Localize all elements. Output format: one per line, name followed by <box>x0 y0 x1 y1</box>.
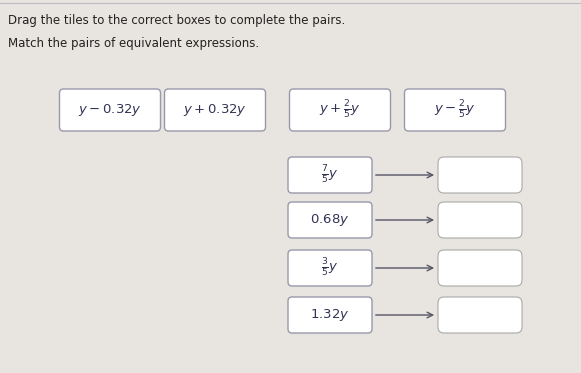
Text: $\frac{3}{5}y$: $\frac{3}{5}y$ <box>321 257 339 279</box>
Text: Match the pairs of equivalent expressions.: Match the pairs of equivalent expression… <box>8 37 259 50</box>
FancyBboxPatch shape <box>438 202 522 238</box>
FancyBboxPatch shape <box>288 297 372 333</box>
Text: $1.32y$: $1.32y$ <box>310 307 350 323</box>
FancyBboxPatch shape <box>288 250 372 286</box>
FancyBboxPatch shape <box>164 89 266 131</box>
Text: $y - 0.32y$: $y - 0.32y$ <box>78 102 142 118</box>
FancyBboxPatch shape <box>438 250 522 286</box>
Text: $\frac{7}{5}y$: $\frac{7}{5}y$ <box>321 164 339 186</box>
Text: $y + 0.32y$: $y + 0.32y$ <box>183 102 247 118</box>
FancyBboxPatch shape <box>288 202 372 238</box>
Text: $y - \frac{2}{5}y$: $y - \frac{2}{5}y$ <box>434 99 476 121</box>
FancyBboxPatch shape <box>288 157 372 193</box>
FancyBboxPatch shape <box>404 89 505 131</box>
Text: $y + \frac{2}{5}y$: $y + \frac{2}{5}y$ <box>319 99 361 121</box>
Text: $0.68y$: $0.68y$ <box>310 212 350 228</box>
Text: Drag the tiles to the correct boxes to complete the pairs.: Drag the tiles to the correct boxes to c… <box>8 14 345 27</box>
FancyBboxPatch shape <box>59 89 160 131</box>
FancyBboxPatch shape <box>438 297 522 333</box>
FancyBboxPatch shape <box>438 157 522 193</box>
FancyBboxPatch shape <box>289 89 390 131</box>
